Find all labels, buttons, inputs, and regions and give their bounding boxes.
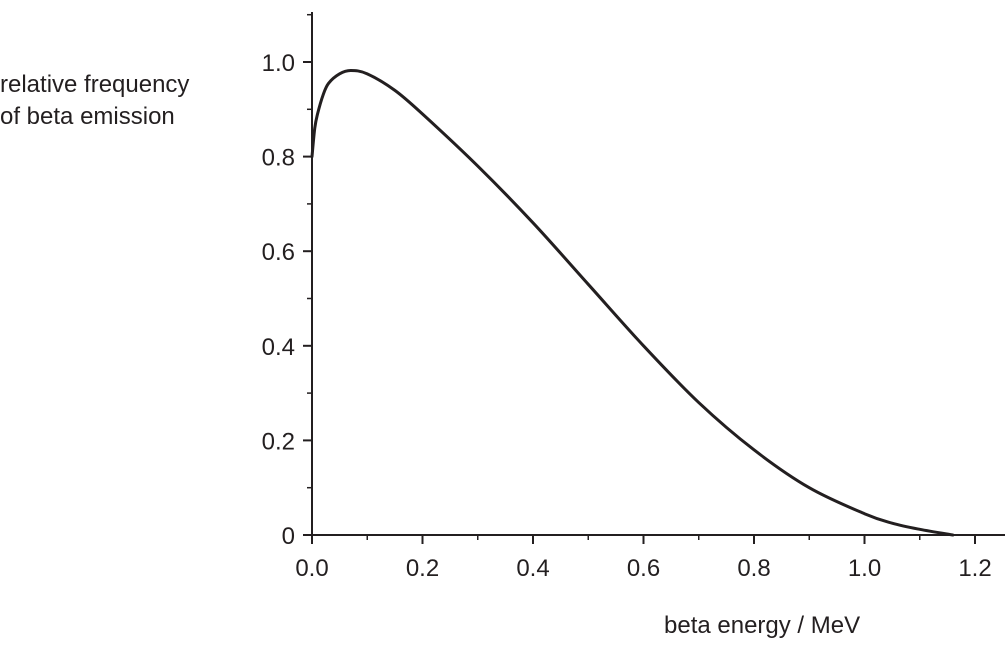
y-tick-label: 0.4 xyxy=(262,334,295,361)
y-tick-labels: 0 0.2 0.4 0.6 0.8 1.0 xyxy=(262,50,295,550)
x-tick-labels: 0.0 0.2 0.4 0.6 0.8 1.0 1.2 xyxy=(295,555,991,582)
x-axis-ticks xyxy=(311,535,976,544)
y-axis-label-line2: of beta emission xyxy=(0,103,175,130)
x-tick-label: 0.8 xyxy=(737,555,770,582)
x-tick-label: 0.0 xyxy=(295,555,328,582)
x-axis-label: beta energy / MeV xyxy=(664,612,861,639)
y-axis-label-line1: relative frequency xyxy=(0,71,190,98)
x-tick-label: 1.2 xyxy=(958,555,991,582)
y-tick-label: 0 xyxy=(282,523,295,550)
y-tick-label: 1.0 xyxy=(262,50,295,77)
x-tick-label: 0.4 xyxy=(516,555,549,582)
x-tick-label: 0.6 xyxy=(627,555,660,582)
x-tick-label: 0.2 xyxy=(406,555,439,582)
series-line-beta-spectrum xyxy=(310,69,955,537)
x-tick-label: 1.0 xyxy=(848,555,881,582)
y-tick-label: 0.8 xyxy=(262,145,295,172)
y-tick-label: 0.6 xyxy=(262,239,295,266)
y-tick-label: 0.2 xyxy=(262,428,295,455)
